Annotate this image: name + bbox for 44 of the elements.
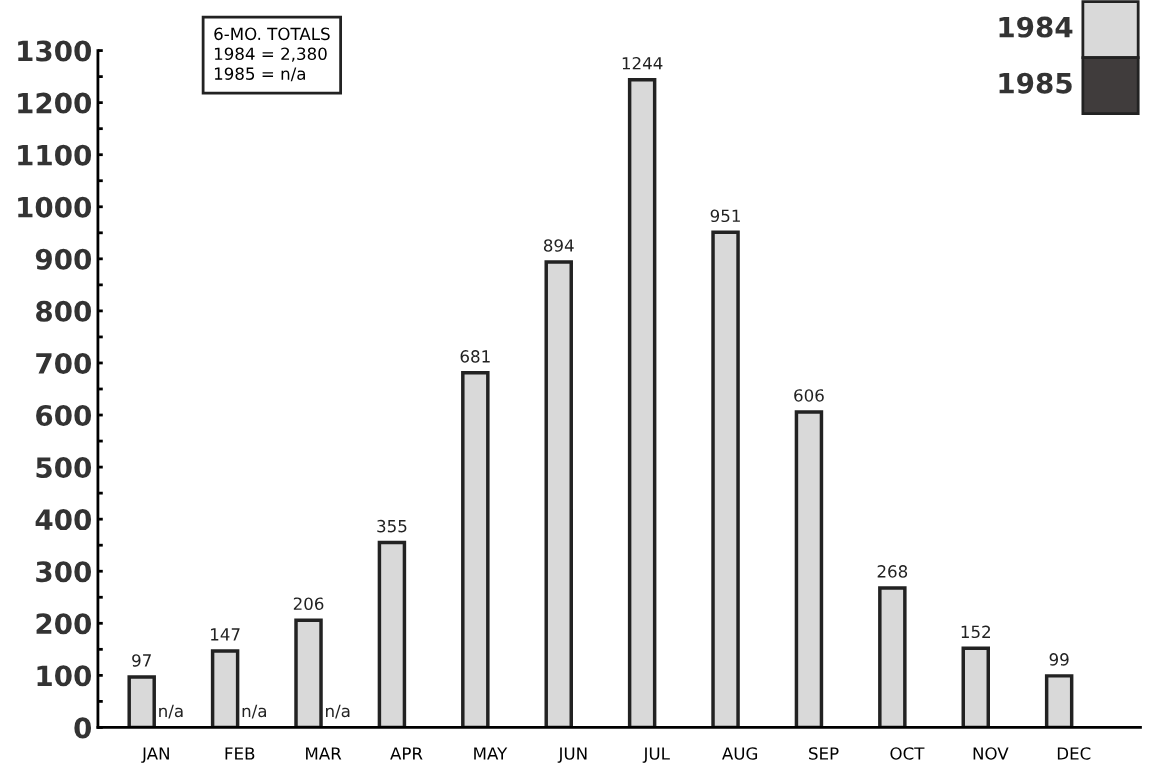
x-tick-label: APR — [390, 747, 423, 760]
x-tick-label: MAY — [474, 747, 508, 760]
y-tick-label: 1000 — [18, 196, 92, 218]
y-tick-label: 600 — [36, 404, 92, 426]
x-tick-label: MAR — [306, 747, 342, 760]
y-tick-label: 400 — [35, 509, 92, 531]
data-label: 606 — [794, 389, 824, 402]
text: n/a — [326, 704, 350, 719]
text: n/a — [159, 704, 183, 719]
y-tick-label: 100 — [37, 665, 92, 687]
x-tick-label: SEP — [809, 747, 839, 760]
data-label: 268 — [877, 565, 908, 578]
data-label: 99 — [1049, 653, 1069, 666]
y-tick-label: 300 — [36, 561, 92, 583]
y-tick-label: 800 — [36, 300, 92, 322]
y-tick-label: 500 — [36, 457, 92, 479]
data-label: 355 — [377, 519, 407, 533]
data-label: 152 — [961, 625, 990, 639]
x-tick-label: AUG — [722, 747, 758, 760]
y-tick-label: 1200 — [18, 92, 92, 114]
x-tick-label: NOV — [973, 747, 1009, 760]
y-tick-label: 900 — [35, 248, 92, 270]
data-label: 1244 — [622, 56, 663, 70]
y-tick-label: 700 — [36, 352, 92, 374]
x-tick-label: JUN — [557, 747, 587, 763]
data-label: 97 — [132, 654, 151, 667]
annotation: 6-MO. TOTALS 1984 = 2,380 1985 = n/a — [214, 27, 330, 82]
y-tick-label: 200 — [36, 613, 92, 635]
x-tick-label: JUL — [642, 747, 670, 763]
y-tick-label: 1100 — [18, 144, 92, 166]
x-tick-label: JAN — [141, 747, 169, 763]
x-tick-label: FEB — [225, 747, 255, 760]
x-tick-label: OCT — [890, 747, 925, 760]
data-label: 681 — [460, 350, 490, 363]
y-tick-label: 1300 — [18, 40, 92, 62]
x-tick-label: DEC — [1057, 747, 1091, 760]
data-label: 206 — [293, 597, 324, 610]
y-tick-label: 0 — [74, 717, 92, 739]
data-label: 951 — [710, 209, 740, 223]
text: n/a — [242, 704, 266, 719]
legend-label: 1985 — [999, 72, 1072, 94]
data-label: 894 — [543, 239, 574, 252]
legend-label: 1984 — [999, 16, 1073, 38]
data-label: 147 — [211, 628, 240, 641]
